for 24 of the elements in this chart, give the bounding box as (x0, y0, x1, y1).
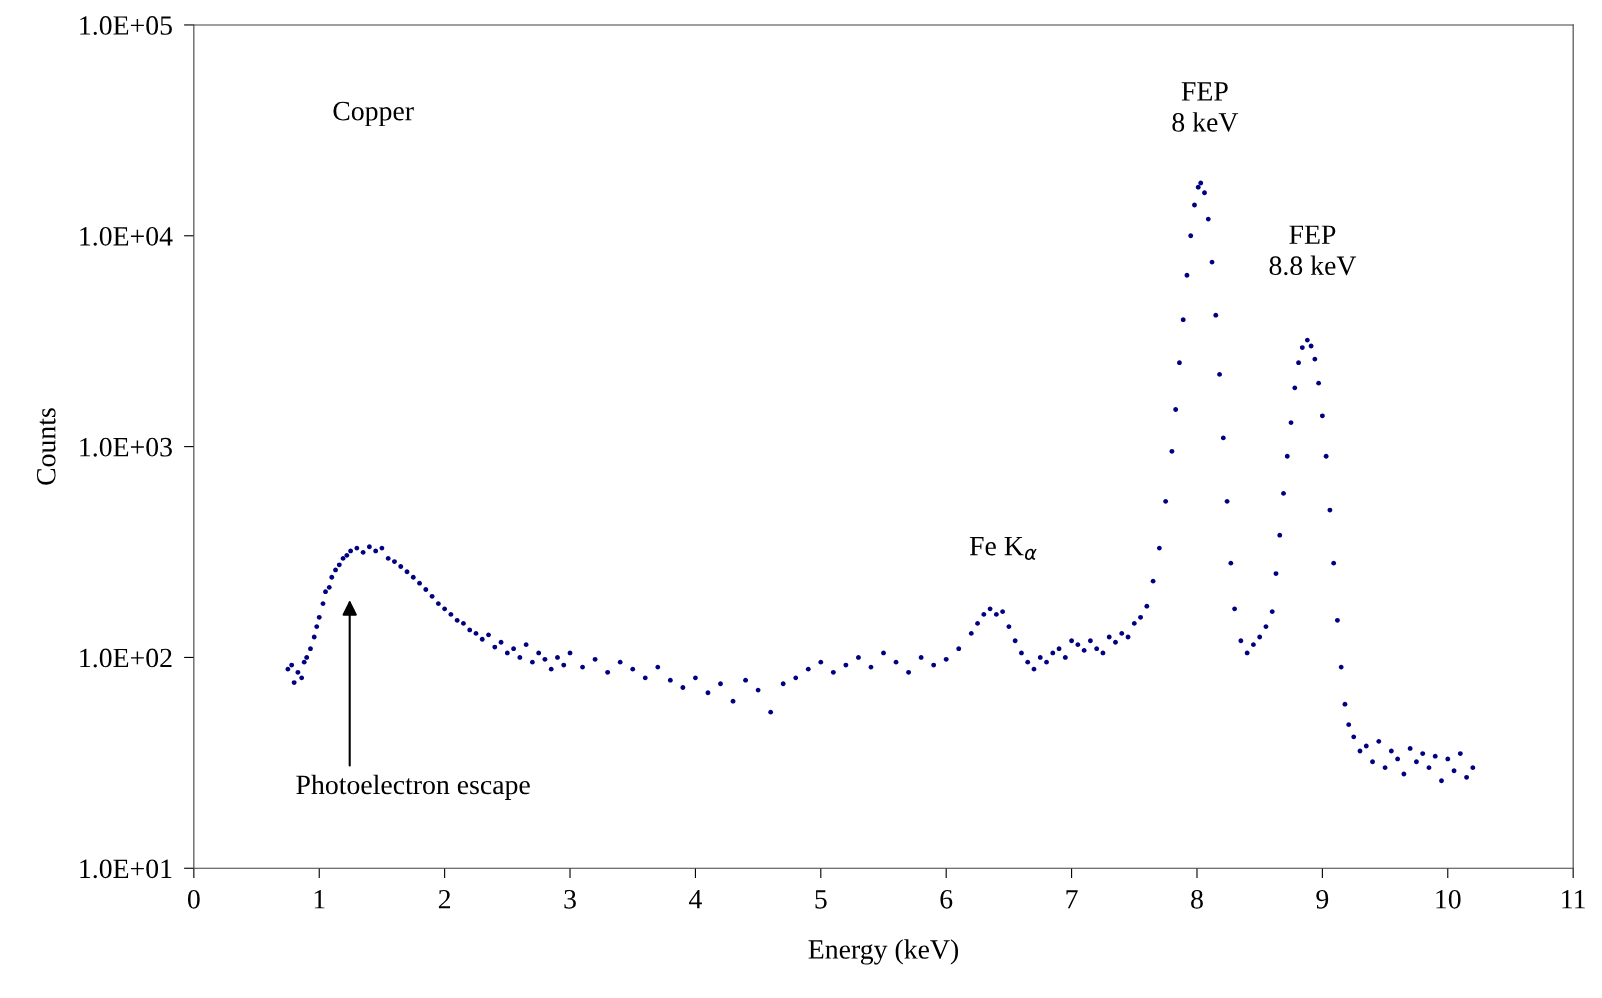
y-tick-label: 1.0E+04 (80, 226, 173, 246)
y-tick-label: 1.0E+05 (80, 16, 172, 35)
x-tick-label: 1 (314, 890, 325, 909)
y-axis-title: Counts (36, 408, 56, 485)
x-tick-label: 0 (187, 889, 200, 909)
x-tick-label: 7 (1066, 890, 1078, 909)
annotation: FEP 8.8 keV (1269, 225, 1357, 276)
x-tick-label: 8 (1191, 889, 1203, 909)
annotation: Copper (333, 101, 414, 127)
x-tick-label: 4 (689, 890, 702, 909)
x-tick-label: 9 (1316, 889, 1329, 909)
x-tick-label: 11 (1562, 890, 1585, 909)
annotation: Fe K$_{α}$ (969, 536, 1037, 560)
x-tick-label: 3 (564, 889, 576, 909)
annotation: Photoelectron escape (296, 774, 530, 800)
x-axis-title: Energy (keV) (808, 939, 959, 965)
x-tick-label: 6 (940, 889, 953, 909)
y-tick-label: 1.0E+01 (80, 859, 172, 879)
x-tick-label: 2 (438, 889, 451, 909)
x-tick-label: 10 (1436, 889, 1461, 909)
y-tick-label: 1.0E+03 (80, 437, 172, 457)
annotation: FEP 8 keV (1172, 82, 1239, 132)
x-tick-label: 5 (815, 890, 827, 909)
y-tick-label: 1.0E+02 (80, 648, 172, 668)
